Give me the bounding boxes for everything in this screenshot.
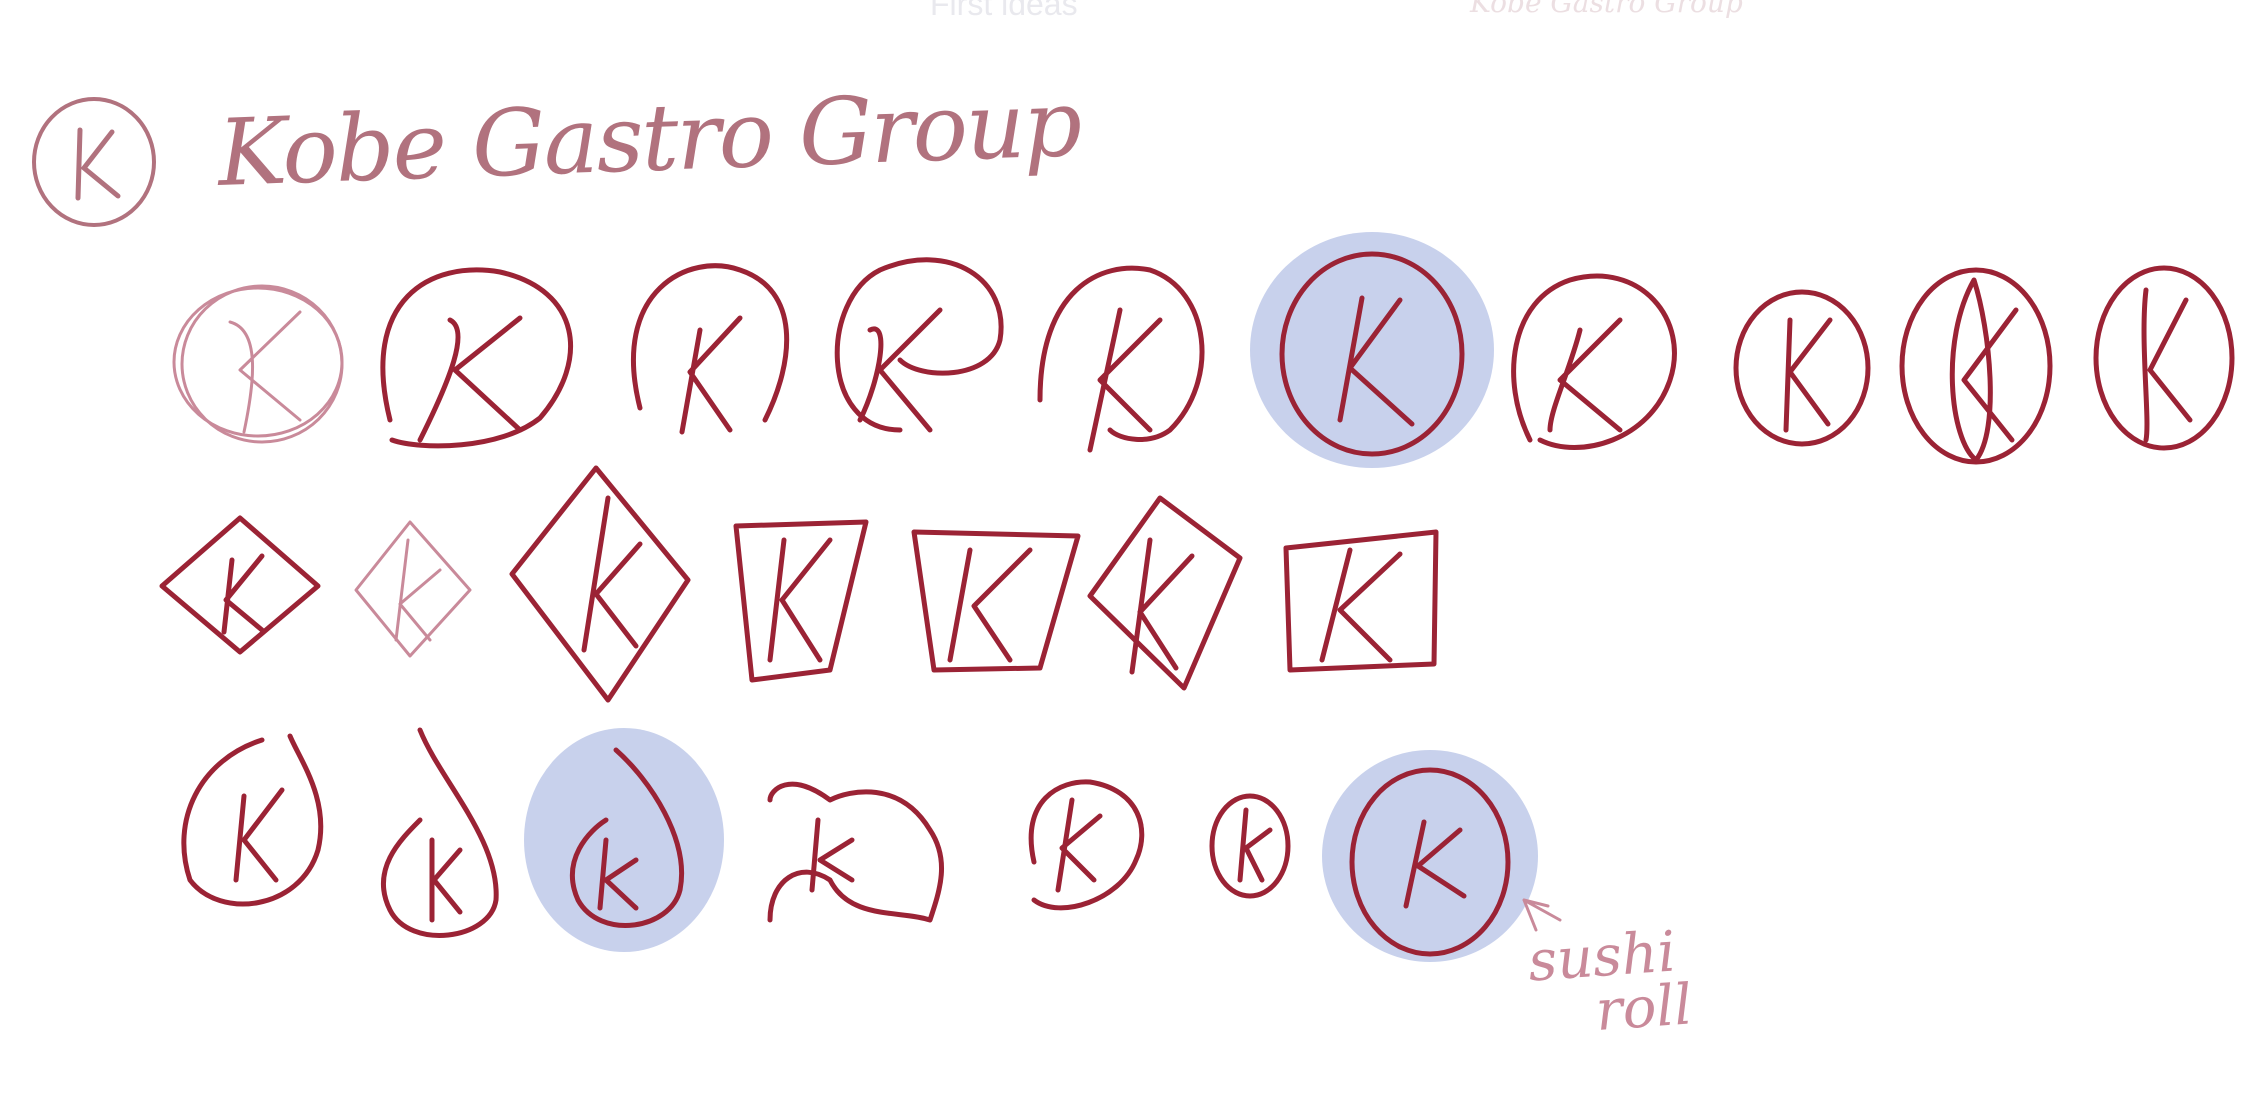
swirl-sketch-4 xyxy=(767,781,945,923)
circle-sketch-4 xyxy=(834,257,1004,433)
circle-sketch-3 xyxy=(631,263,790,435)
highlight-blob xyxy=(524,728,724,952)
circle-sketch-6 xyxy=(1209,793,1291,899)
diamond-sketch-1 xyxy=(159,515,321,655)
diamond-sketch-3 xyxy=(509,465,691,703)
circle-sketch-6-selected xyxy=(1279,251,1465,457)
drop-sketch-1 xyxy=(181,733,324,907)
circle-row xyxy=(172,251,2235,465)
faint-page-title: First ideas xyxy=(930,0,1078,22)
circle-sketch-10 xyxy=(2093,265,2235,451)
circle-sketch-5 xyxy=(1028,779,1145,911)
diamond-row xyxy=(159,465,1439,703)
diamond-sketch-4 xyxy=(733,519,869,683)
drop-row xyxy=(181,727,1511,957)
drop-sketch-3-selected xyxy=(570,747,684,928)
highlight-blob xyxy=(1250,232,1494,468)
circle-sketch-7 xyxy=(1511,273,1677,450)
circle-sketch-8 xyxy=(1733,289,1871,447)
diamond-sketch-7 xyxy=(1283,529,1439,673)
circle-sketch-9 xyxy=(1899,267,2053,465)
brand-k-circle-icon xyxy=(32,97,156,227)
faint-brand-label: Kobe Gastro Group xyxy=(1470,0,1743,19)
diamond-sketch-2 xyxy=(354,520,472,658)
circle-sketch-7-selected xyxy=(1349,767,1511,957)
circle-sketch-2 xyxy=(380,267,573,449)
circle-sketch-1 xyxy=(172,284,344,444)
diamond-sketch-6 xyxy=(1087,495,1243,691)
circle-sketch-5 xyxy=(1037,265,1205,453)
sushi-roll-annotation: sushi roll xyxy=(1526,919,1694,1044)
drop-sketch-2 xyxy=(381,727,499,938)
arrow-icon xyxy=(1522,898,1562,932)
diamond-sketch-5 xyxy=(911,529,1081,673)
